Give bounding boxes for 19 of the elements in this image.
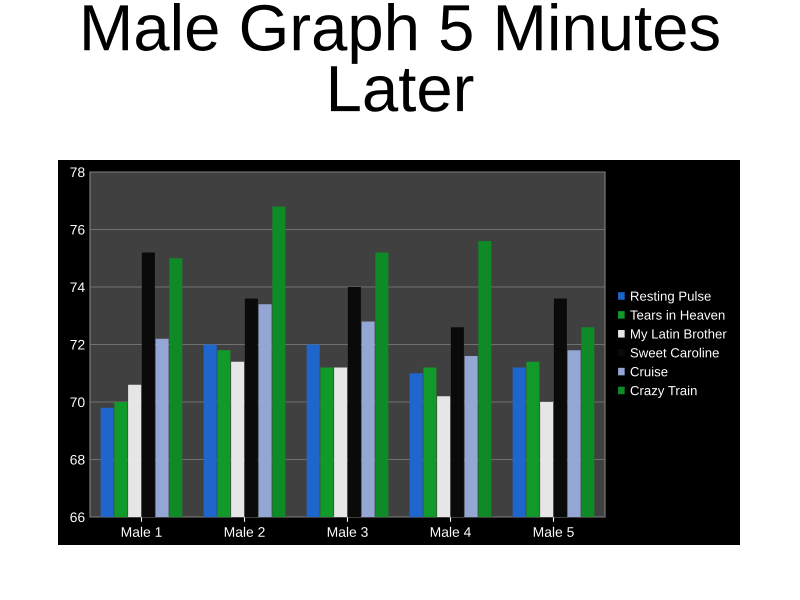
legend-label: Crazy Train bbox=[630, 386, 697, 398]
x-tick-label: Male 2 bbox=[224, 526, 265, 537]
y-tick-label: 72 bbox=[70, 340, 84, 350]
y-tick-label: 66 bbox=[70, 512, 85, 522]
legend-label: Resting Pulse bbox=[631, 291, 711, 304]
legend-label: Tears in Heaven bbox=[630, 310, 724, 320]
x-tick-label: Male 4 bbox=[430, 526, 471, 537]
legend-label: Sweet Caroline bbox=[630, 348, 719, 358]
y-tick-label: 76 bbox=[70, 224, 85, 235]
y-tick-label: 74 bbox=[70, 282, 85, 292]
legend-label: Cruise bbox=[630, 366, 668, 376]
x-tick-label: Male 1 bbox=[122, 526, 162, 537]
x-tick-label: Male 3 bbox=[328, 526, 368, 537]
legend-label: My Latin Brother bbox=[631, 328, 727, 342]
y-tick-label: 78 bbox=[70, 167, 85, 178]
y-tick-label: 68 bbox=[70, 454, 85, 465]
chart-title: Male Graph 5 Minutes Later bbox=[84, 3, 719, 112]
x-tick-label: Male 5 bbox=[534, 526, 574, 537]
y-tick-label: 70 bbox=[70, 397, 85, 408]
